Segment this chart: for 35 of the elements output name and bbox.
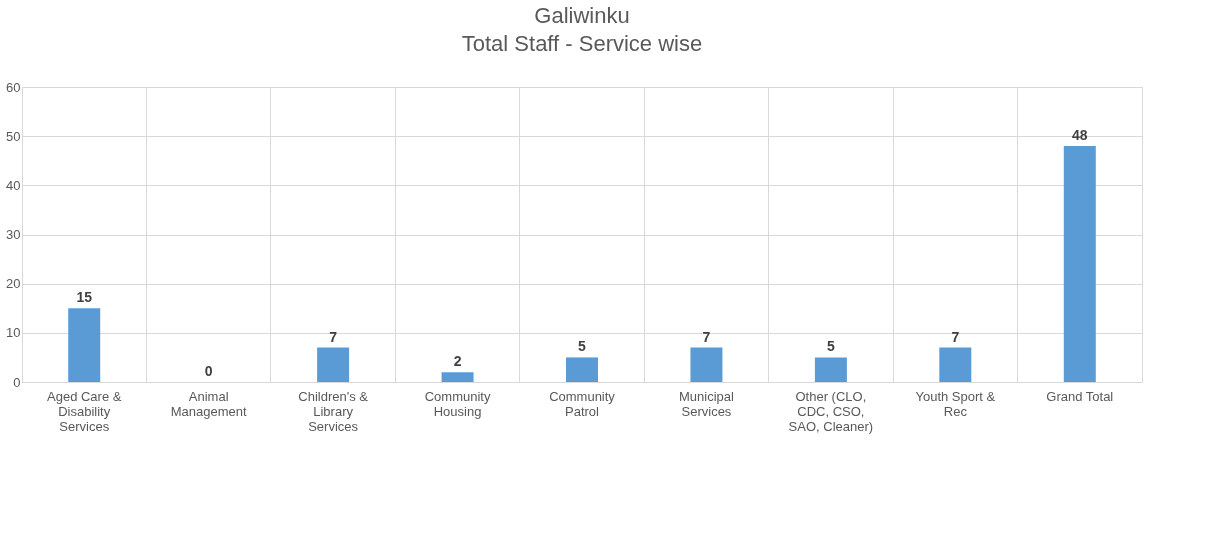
data-label: 15 xyxy=(76,289,93,306)
bar xyxy=(939,347,972,382)
x-tick-label: Community Housing xyxy=(424,388,491,419)
bar xyxy=(317,347,350,382)
bar xyxy=(690,347,723,382)
x-tick-label: Animal Management xyxy=(170,388,247,419)
bar xyxy=(566,357,598,382)
y-tick-label: 20 xyxy=(6,276,21,292)
data-label: 7 xyxy=(702,328,711,345)
x-tick-label: Municipal Services xyxy=(678,388,735,419)
y-tick-label: 30 xyxy=(6,227,21,242)
y-tick-label: 60 xyxy=(6,79,21,95)
chart-title: Galiwinku xyxy=(534,3,630,28)
bar xyxy=(814,357,847,382)
data-label: 2 xyxy=(453,353,462,370)
y-tick-label: 40 xyxy=(6,177,21,193)
data-label: 48 xyxy=(1071,127,1088,143)
bar xyxy=(68,308,101,382)
data-label: 7 xyxy=(329,328,338,345)
x-tick-label: Grand Total xyxy=(1046,388,1114,404)
x-tick-label: Children's & Library Services xyxy=(298,388,369,434)
data-label: 7 xyxy=(951,328,960,345)
bar xyxy=(441,372,474,382)
y-tick-label: 50 xyxy=(6,128,21,144)
chart-subtitle: Total Staff - Service wise xyxy=(461,31,703,56)
x-tick-label: Other (CLO, CDC, CSO, SAO, Cleaner) xyxy=(788,388,874,434)
x-tick-label: Aged Care & Disability Services xyxy=(47,388,122,434)
data-label: 5 xyxy=(578,338,587,355)
x-tick-label: Community Patrol xyxy=(549,388,616,419)
y-tick-label: 0 xyxy=(13,374,21,390)
data-label: 0 xyxy=(204,363,213,379)
bar xyxy=(1063,146,1096,382)
x-tick-label: Youth Sport & Rec xyxy=(915,388,996,419)
y-tick-label: 10 xyxy=(6,325,21,341)
data-label: 5 xyxy=(826,338,835,355)
